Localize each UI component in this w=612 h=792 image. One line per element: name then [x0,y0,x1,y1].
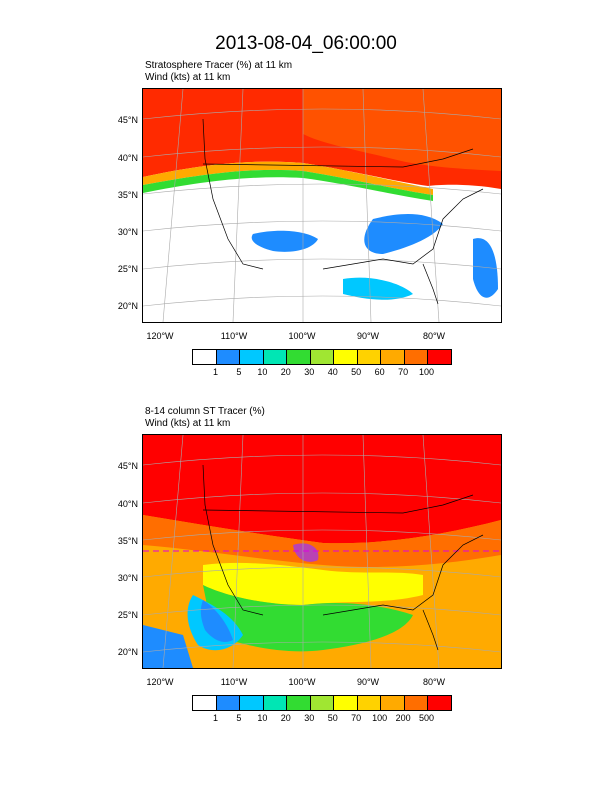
panel1-xtick: 100°W [288,331,316,341]
panel1-xtick: 110°W [220,331,248,341]
panel2-subtitle-line1: 8-14 column ST Tracer (%) [145,406,265,417]
panel1-ytick: 35°N [117,190,138,200]
plot-title: 2013-08-04_06:00:00 [215,33,397,54]
colorbar-swatch [310,696,335,710]
panel2-map [142,434,502,669]
panel1-map-svg [143,89,501,322]
colorbar-swatch [240,350,264,364]
panel1-subtitle-line2: Wind (kts) at 11 km [145,72,231,83]
panel2-ytick: 30°N [117,573,138,583]
colorbar-swatch [357,350,382,364]
panel1-coastlines [202,118,484,305]
colorbar-swatch [240,696,264,710]
panel2-xtick: 90°W [356,677,380,687]
colorbar-swatch [428,696,452,710]
colorbar-label: 200 [395,713,411,723]
colorbar-swatch [263,696,288,710]
panel2-low-tracer-patch [143,625,193,668]
panel1-low-tracer-patch [343,277,413,300]
panel1-xtick: 120°W [146,331,174,341]
colorbar-label: 30 [304,713,315,723]
panel2-ytick: 20°N [117,647,138,657]
panel1-tracer-green-band [143,169,433,201]
colorbar-swatch [310,350,335,364]
panel1-ytick: 40°N [117,153,138,163]
colorbar-label: 10 [257,367,268,377]
panel2-colorbar [192,695,452,711]
colorbar-swatch [428,350,452,364]
colorbar-swatch [287,350,311,364]
panel2-high-tracer-region [143,435,501,544]
panel1-ytick: 20°N [117,301,138,311]
colorbar-swatch [404,696,429,710]
panel1-subtitle-line1: Stratosphere Tracer (%) at 11 km [145,60,293,71]
panel2-peak-tracer-patch [293,543,319,562]
colorbar-swatch [287,696,311,710]
panel2-tracer-orange-band [143,515,501,567]
colorbar-swatch [334,350,358,364]
colorbar-swatch [404,350,429,364]
colorbar-swatch [193,350,217,364]
colorbar-swatch [334,696,358,710]
colorbar-label: 70 [351,713,362,723]
panel1-tracer-yellow-band [143,161,433,195]
panel1-low-tracer-patch [364,214,443,254]
colorbar-label: 50 [351,367,362,377]
panel2-ytick: 40°N [117,499,138,509]
colorbar-swatch [193,696,217,710]
colorbar-label: 50 [327,713,338,723]
panel1-colorbar [192,349,452,365]
colorbar-swatch [381,350,405,364]
panel2-subtitle-line2: Wind (kts) at 11 km [145,418,231,429]
colorbar-label: 5 [236,367,242,377]
colorbar-label: 20 [280,367,291,377]
colorbar-label: 100 [372,713,388,723]
panel1-graticule [143,89,501,322]
panel1-low-tracer-patch [473,238,498,298]
colorbar-label: 30 [304,367,315,377]
panel1-ytick: 25°N [117,264,138,274]
colorbar-label: 5 [236,713,242,723]
panel1-low-tracer-patch [251,230,318,252]
colorbar-label: 20 [280,713,291,723]
colorbar-swatch [216,350,241,364]
panel2-xtick: 120°W [146,677,174,687]
colorbar-swatch [263,350,288,364]
panel2-xtick: 110°W [220,677,248,687]
panel1-ytick: 45°N [117,115,138,125]
colorbar-swatch [381,696,405,710]
panel2-xtick: 100°W [288,677,316,687]
colorbar-label: 1 [212,367,218,377]
colorbar-swatch [216,696,241,710]
colorbar-label: 1 [212,713,218,723]
panel1-xtick: 80°W [422,331,446,341]
panel2-low-tracer-patch [200,600,233,642]
panel2-coastlines [202,464,484,651]
colorbar-label: 60 [374,367,385,377]
colorbar-label: 10 [257,713,268,723]
panel2-ytick: 25°N [117,610,138,620]
panel2-tracer-green-region [203,585,413,652]
panel1-xtick: 90°W [356,331,380,341]
panel2-map-svg [143,435,501,668]
colorbar-label: 70 [398,367,409,377]
colorbar-label: 500 [419,713,435,723]
panel2-ytick: 45°N [117,461,138,471]
panel1-map [142,88,502,323]
colorbar-label: 100 [419,367,435,377]
panel1-ytick: 30°N [117,227,138,237]
colorbar-label: 40 [327,367,338,377]
colorbar-swatch [357,696,382,710]
panel2-xtick: 80°W [422,677,446,687]
panel2-ytick: 35°N [117,536,138,546]
